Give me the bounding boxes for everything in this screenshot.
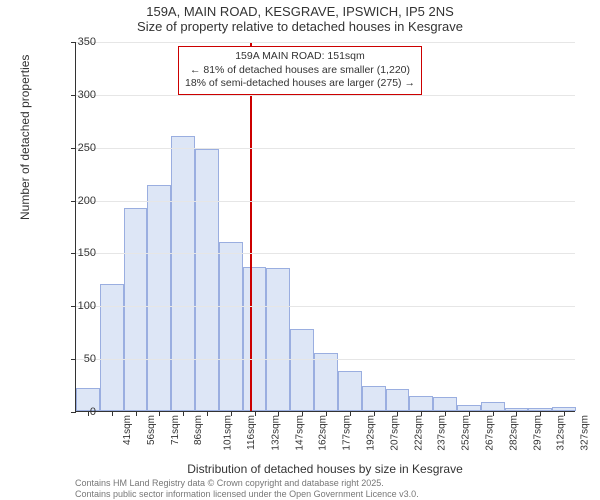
x-tick-mark bbox=[112, 411, 113, 416]
x-tick-mark bbox=[516, 411, 517, 416]
bar bbox=[266, 268, 290, 411]
x-tick-label: 222sqm bbox=[413, 415, 424, 451]
x-tick-label: 86sqm bbox=[193, 415, 204, 445]
x-tick-mark bbox=[397, 411, 398, 416]
bar bbox=[100, 284, 124, 411]
chart-title: 159A, MAIN ROAD, KESGRAVE, IPSWICH, IP5 … bbox=[0, 4, 600, 34]
gridline bbox=[76, 306, 575, 307]
x-tick-label: 297sqm bbox=[532, 415, 543, 451]
bar bbox=[409, 396, 433, 411]
x-tick-label: 207sqm bbox=[389, 415, 400, 451]
x-tick-label: 147sqm bbox=[294, 415, 305, 451]
x-tick-label: 192sqm bbox=[366, 415, 377, 451]
x-tick-label: 101sqm bbox=[223, 415, 234, 451]
bar bbox=[386, 389, 410, 411]
x-tick-mark bbox=[564, 411, 565, 416]
gridline bbox=[76, 95, 575, 96]
gridline bbox=[76, 42, 575, 43]
x-tick-mark bbox=[445, 411, 446, 416]
y-axis-label: Number of detached properties bbox=[18, 55, 32, 220]
y-tick-label: 200 bbox=[56, 195, 96, 207]
x-tick-label: 177sqm bbox=[342, 415, 353, 451]
footer-line-2: Contains public sector information licen… bbox=[75, 489, 419, 500]
x-tick-label: 267sqm bbox=[485, 415, 496, 451]
y-tick-label: 100 bbox=[56, 300, 96, 312]
x-tick-label: 41sqm bbox=[122, 415, 133, 445]
chart-container: 159A, MAIN ROAD, KESGRAVE, IPSWICH, IP5 … bbox=[0, 0, 600, 500]
x-tick-mark bbox=[302, 411, 303, 416]
x-tick-label: 282sqm bbox=[508, 415, 519, 451]
bar bbox=[124, 208, 148, 411]
bar bbox=[195, 149, 219, 411]
x-tick-label: 162sqm bbox=[318, 415, 329, 451]
x-tick-mark bbox=[350, 411, 351, 416]
x-tick-mark bbox=[278, 411, 279, 416]
y-tick-label: 50 bbox=[56, 353, 96, 365]
x-tick-label: 116sqm bbox=[246, 415, 257, 450]
annotation-box: 159A MAIN ROAD: 151sqm ← 81% of detached… bbox=[178, 46, 422, 95]
bar bbox=[314, 353, 338, 411]
annotation-line-2: ← 81% of detached houses are smaller (1,… bbox=[185, 64, 415, 78]
y-tick-label: 250 bbox=[56, 142, 96, 154]
bar bbox=[433, 397, 457, 411]
footer-attribution: Contains HM Land Registry data © Crown c… bbox=[75, 478, 419, 500]
annotation-line-3: 18% of semi-detached houses are larger (… bbox=[185, 77, 415, 91]
y-tick-label: 0 bbox=[56, 406, 96, 418]
x-tick-mark bbox=[326, 411, 327, 416]
bar bbox=[219, 242, 243, 411]
bar bbox=[147, 185, 171, 411]
footer-line-1: Contains HM Land Registry data © Crown c… bbox=[75, 478, 419, 489]
x-tick-mark bbox=[374, 411, 375, 416]
bar bbox=[171, 136, 195, 411]
x-tick-label: 312sqm bbox=[556, 415, 567, 451]
x-tick-mark bbox=[255, 411, 256, 416]
x-tick-mark bbox=[231, 411, 232, 416]
bar bbox=[290, 329, 314, 411]
bar bbox=[243, 267, 267, 411]
plot-area: 41sqm56sqm71sqm86sqm101sqm116sqm132sqm14… bbox=[75, 42, 575, 412]
annotation-line-1: 159A MAIN ROAD: 151sqm bbox=[185, 50, 415, 64]
x-tick-mark bbox=[207, 411, 208, 416]
x-tick-label: 252sqm bbox=[461, 415, 472, 451]
x-axis-label: Distribution of detached houses by size … bbox=[75, 462, 575, 476]
x-tick-label: 56sqm bbox=[146, 415, 157, 445]
title-line-2: Size of property relative to detached ho… bbox=[0, 19, 600, 34]
x-tick-label: 327sqm bbox=[580, 415, 591, 451]
title-line-1: 159A, MAIN ROAD, KESGRAVE, IPSWICH, IP5 … bbox=[0, 4, 600, 19]
gridline bbox=[76, 359, 575, 360]
gridline bbox=[76, 201, 575, 202]
gridline bbox=[76, 253, 575, 254]
y-tick-label: 350 bbox=[56, 36, 96, 48]
bar bbox=[362, 386, 386, 411]
x-tick-mark bbox=[183, 411, 184, 416]
bar bbox=[481, 402, 505, 412]
y-tick-label: 150 bbox=[56, 247, 96, 259]
x-tick-label: 71sqm bbox=[170, 415, 181, 445]
x-tick-label: 132sqm bbox=[270, 415, 281, 451]
x-tick-mark bbox=[159, 411, 160, 416]
reference-line bbox=[250, 42, 252, 411]
x-tick-label: 237sqm bbox=[437, 415, 448, 451]
y-tick-label: 300 bbox=[56, 89, 96, 101]
bar bbox=[338, 371, 362, 411]
bars-group bbox=[76, 42, 575, 411]
x-tick-mark bbox=[540, 411, 541, 416]
gridline bbox=[76, 148, 575, 149]
x-tick-mark bbox=[421, 411, 422, 416]
x-tick-mark bbox=[469, 411, 470, 416]
x-tick-mark bbox=[136, 411, 137, 416]
x-tick-mark bbox=[493, 411, 494, 416]
